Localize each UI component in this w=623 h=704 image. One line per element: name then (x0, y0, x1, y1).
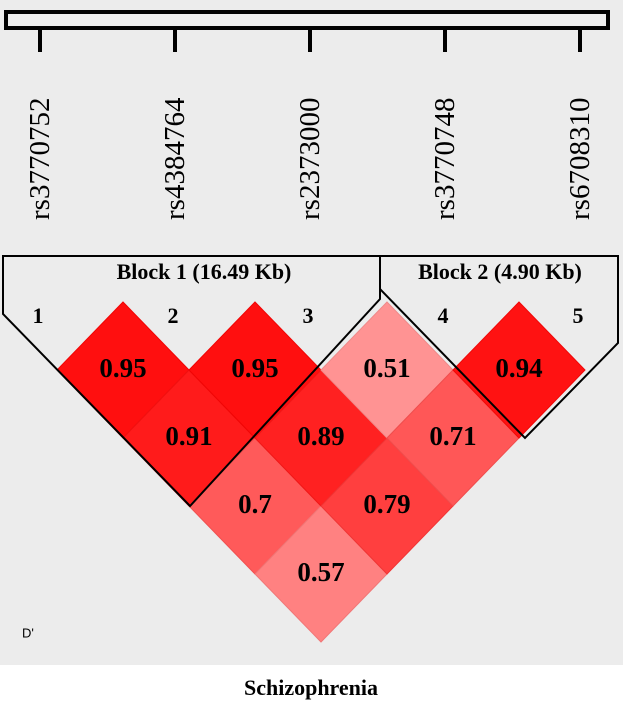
marker-name: rs6708310 (564, 98, 596, 220)
marker-index: 4 (438, 303, 449, 328)
ld-value: 0.95 (231, 353, 278, 383)
marker-bar (4, 10, 610, 30)
legend-label: D' (22, 625, 34, 640)
ld-value: 0.57 (297, 557, 344, 587)
ld-value: 0.79 (363, 489, 410, 519)
block-1-frame (2, 255, 381, 508)
ld-cell (452, 301, 586, 439)
marker-name: rs2373000 (294, 98, 326, 220)
ld-value: 0.89 (297, 421, 344, 451)
block-2-frame (379, 255, 619, 440)
caption: Schizophrenia (244, 675, 378, 700)
ld-value: 0.95 (99, 353, 146, 383)
ld-value: 0.91 (165, 421, 212, 451)
ld-value: 0.51 (363, 353, 410, 383)
marker-index: 1 (33, 303, 44, 328)
marker-index: 3 (303, 303, 314, 328)
ld-value: 0.7 (238, 489, 272, 519)
marker-index: 2 (168, 303, 179, 328)
marker-name: rs3770752 (24, 98, 56, 220)
ld-value: 0.71 (429, 421, 476, 451)
block-label: Block 2 (4.90 Kb) (418, 259, 582, 284)
marker-name: rs3770748 (429, 98, 461, 220)
marker-name: rs4384764 (159, 97, 191, 220)
marker-index: 5 (573, 303, 584, 328)
ld-value: 0.94 (495, 353, 542, 383)
block-label: Block 1 (16.49 Kb) (117, 259, 292, 284)
